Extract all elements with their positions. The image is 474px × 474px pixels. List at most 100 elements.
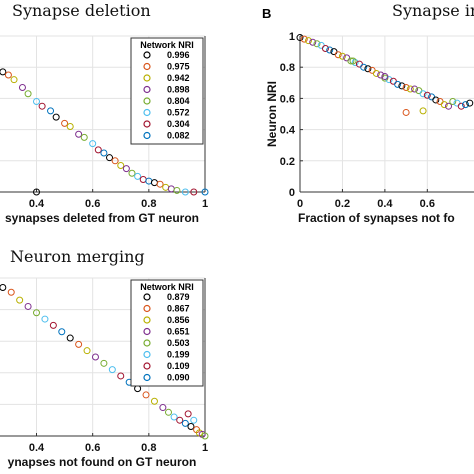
data-point <box>334 51 342 59</box>
data-point <box>313 40 321 48</box>
data-point <box>142 391 150 399</box>
data-point <box>360 63 368 71</box>
data-point <box>321 44 329 52</box>
legend-entry: 0.879 <box>167 292 190 302</box>
data-point <box>134 172 142 180</box>
data-point <box>128 169 136 177</box>
legend-entry: 0.199 <box>167 350 190 360</box>
legend-marker <box>143 120 151 128</box>
data-point <box>164 408 172 416</box>
x-axis-label: ynapses not found on GT neuron <box>8 455 197 469</box>
legend-marker <box>143 339 151 347</box>
data-point <box>309 38 317 46</box>
data-point <box>167 185 175 193</box>
data-point <box>7 288 15 296</box>
chart-title: Neuron merging <box>10 247 145 266</box>
panel-synapse-deletion: Synapse deletion 0.4 0.6 0.8 1 synapses del… <box>0 1 209 225</box>
legend-title: Network NRI <box>140 40 194 50</box>
data-point <box>16 296 24 304</box>
x-tick-label: 1 <box>202 442 208 454</box>
data-point <box>347 57 355 65</box>
legend-entry: 0.304 <box>167 119 190 129</box>
data-point <box>173 186 181 194</box>
x-axis-label: synapses deleted from GT neuron <box>5 211 199 225</box>
data-point <box>156 180 164 188</box>
legend-entry: 0.109 <box>167 361 190 371</box>
x-tick-label: 1 <box>202 198 208 210</box>
x-tick-label: 0.8 <box>141 442 156 454</box>
data-point <box>4 71 12 79</box>
legend-marker <box>143 350 151 359</box>
legend-entry: 0.975 <box>167 62 190 72</box>
data-point <box>150 397 158 405</box>
data-point <box>122 165 130 173</box>
data-point <box>83 347 91 355</box>
data-point <box>47 107 55 115</box>
data-point <box>381 73 389 81</box>
x-tick-label: 0.6 <box>85 198 100 210</box>
data-point <box>117 161 125 169</box>
legend-entry: 0.082 <box>167 131 190 141</box>
legend-marker <box>143 85 151 94</box>
data-points <box>0 68 209 196</box>
data-point <box>139 176 147 184</box>
data-point <box>411 85 419 93</box>
data-point <box>58 328 66 336</box>
data-point <box>94 146 102 154</box>
data-point <box>181 188 189 196</box>
data-point <box>300 35 308 43</box>
data-point <box>33 98 41 106</box>
legend-box <box>130 37 204 145</box>
legend-marker <box>143 131 151 140</box>
legend-box <box>130 279 204 387</box>
chart-title: Synapse deletion <box>12 1 151 20</box>
data-point <box>75 340 83 348</box>
data-point <box>190 188 198 196</box>
legend-entry: 0.856 <box>167 315 190 325</box>
legend-marker <box>143 304 151 313</box>
data-point <box>41 315 49 323</box>
data-point <box>457 102 465 110</box>
x-tick-label: 0 <box>297 198 303 210</box>
data-point <box>445 102 453 110</box>
data-point <box>108 366 116 374</box>
data-point <box>80 133 88 141</box>
x-axis-label: Fraction of synapses not fo <box>298 211 455 225</box>
x-tick-label: 0.4 <box>29 198 45 210</box>
legend-marker <box>143 327 151 336</box>
x-ticks: 0.4 0.6 0.8 1 <box>29 433 208 454</box>
legend-entry: 0.942 <box>167 73 190 83</box>
data-point <box>402 108 410 116</box>
legend-marker <box>143 62 151 71</box>
data-point <box>419 90 427 98</box>
data-point <box>398 82 406 90</box>
data-point <box>394 80 402 88</box>
data-point <box>89 140 97 148</box>
data-point <box>402 83 410 91</box>
data-point <box>117 372 125 380</box>
legend-entry: 0.996 <box>167 50 190 60</box>
x-tick-label: 0.4 <box>29 442 45 454</box>
data-point <box>0 283 7 291</box>
data-point <box>66 334 74 342</box>
y-tick-label: 0.6 <box>280 93 295 105</box>
data-point <box>190 416 198 424</box>
data-point <box>466 99 474 107</box>
data-point <box>449 98 457 106</box>
legend-entry: 0.651 <box>167 327 190 337</box>
panel-neuron-merging: Neuron merging 0.4 0.6 0.8 1 ynapses not fo… <box>0 247 209 469</box>
legend-entry: 0.572 <box>167 108 190 118</box>
data-point <box>432 96 440 104</box>
legend-entry: 0.090 <box>167 373 190 383</box>
legend-title: Network NRI <box>140 282 194 292</box>
data-point <box>91 353 99 361</box>
data-point <box>187 423 195 431</box>
y-tick-label: 0.2 <box>280 156 295 168</box>
legend-entry: 0.804 <box>167 96 190 106</box>
y-axis-label: Neuron NRI <box>265 81 279 147</box>
data-point <box>159 404 167 412</box>
data-point <box>176 416 184 424</box>
data-point <box>304 37 312 45</box>
